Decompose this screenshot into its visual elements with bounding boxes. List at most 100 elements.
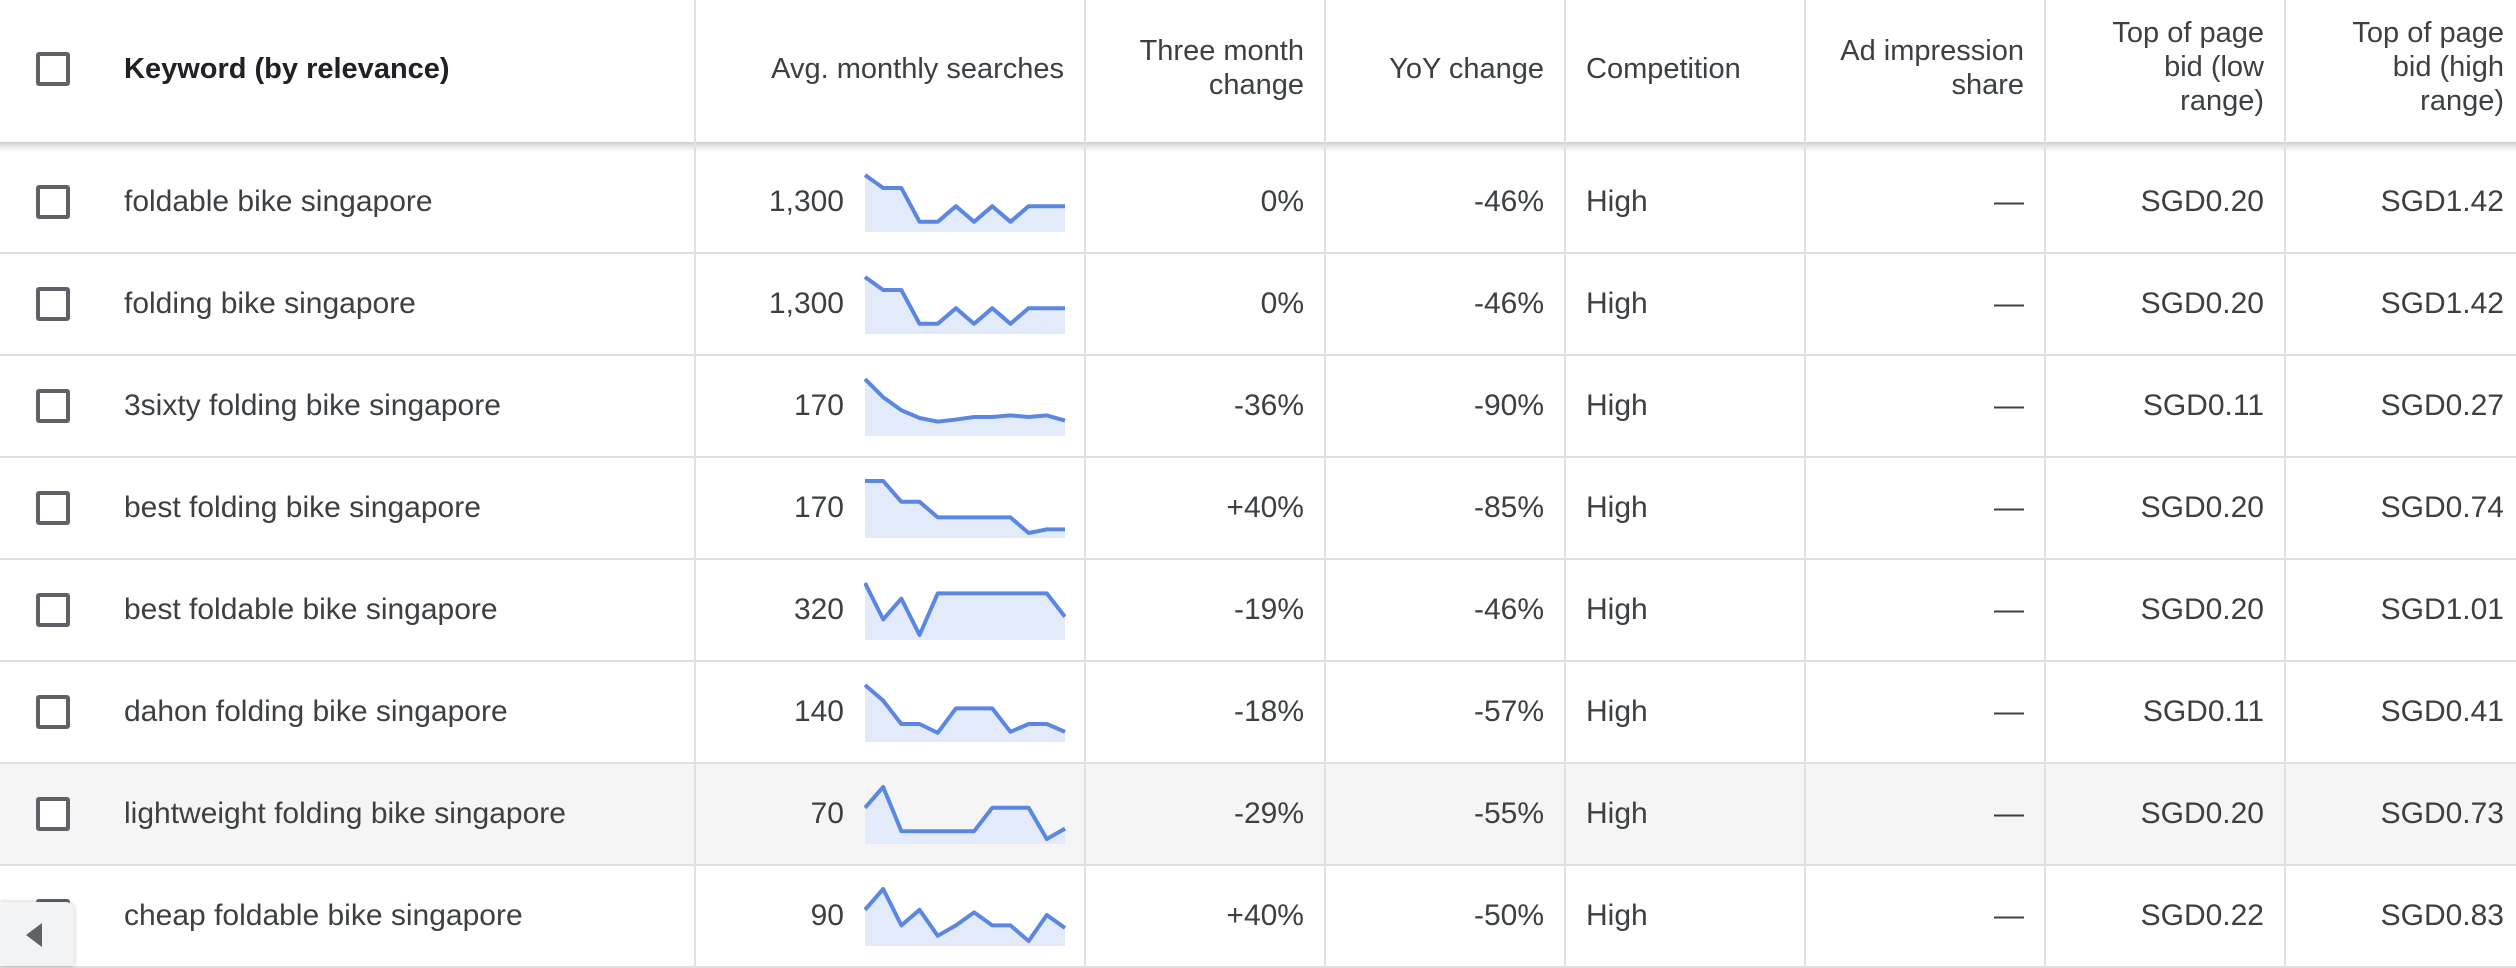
header-ad-impression-share[interactable]: Ad impression share bbox=[1810, 34, 2024, 102]
bid-low-cell: SGD0.11 bbox=[2142, 389, 2264, 422]
trend-sparkline[interactable] bbox=[864, 886, 1066, 948]
column-divider bbox=[1084, 0, 1086, 966]
bid-low-cell: SGD0.20 bbox=[2140, 185, 2264, 218]
header-bid-high[interactable]: Top of page bid (high range) bbox=[2290, 16, 2504, 118]
avg-searches-cell: 70 bbox=[810, 797, 844, 830]
bid-high-cell: SGD1.01 bbox=[2380, 593, 2504, 626]
sparkline-area bbox=[865, 787, 1065, 844]
three-month-change-cell: -18% bbox=[1233, 695, 1304, 728]
column-divider bbox=[2284, 0, 2286, 966]
bid-high-cell: SGD1.42 bbox=[2380, 287, 2504, 320]
table-row[interactable]: cheap foldable bike singapore 90 +40% -50% H… bbox=[0, 866, 2516, 968]
header-divider bbox=[0, 142, 2516, 152]
ad-impression-share-cell: — bbox=[1994, 389, 2024, 422]
competition-cell: High bbox=[1586, 695, 1648, 728]
three-month-change-cell: -29% bbox=[1233, 797, 1304, 830]
row-checkbox[interactable] bbox=[36, 389, 70, 423]
sparkline-area bbox=[865, 583, 1065, 640]
yoy-change-cell: -85% bbox=[1473, 491, 1544, 524]
trend-sparkline[interactable] bbox=[864, 784, 1066, 846]
scroll-left-button[interactable] bbox=[0, 902, 74, 966]
three-month-change-cell: +40% bbox=[1226, 491, 1304, 524]
sparkline-line bbox=[864, 683, 1066, 735]
header-bid-high-line2: bid (high bbox=[2392, 51, 2504, 83]
select-all-checkbox[interactable] bbox=[36, 52, 70, 86]
row-checkbox[interactable] bbox=[36, 797, 70, 831]
trend-sparkline[interactable] bbox=[864, 682, 1066, 744]
table-row[interactable]: dahon folding bike singapore 140 -18% -57% H… bbox=[0, 662, 2516, 764]
bid-low-cell: SGD0.20 bbox=[2140, 287, 2264, 320]
header-bid-low-line2: bid (low bbox=[2164, 51, 2264, 83]
table-row[interactable]: 3sixty folding bike singapore 170 -36% -90%… bbox=[0, 356, 2516, 458]
bid-low-cell: SGD0.20 bbox=[2140, 593, 2264, 626]
three-month-change-cell: 0% bbox=[1260, 185, 1304, 218]
yoy-change-cell: -46% bbox=[1473, 287, 1544, 320]
keyword-cell: best foldable bike singapore bbox=[124, 593, 498, 626]
keyword-cell: foldable bike singapore bbox=[124, 185, 433, 218]
ad-impression-share-cell: — bbox=[1994, 491, 2024, 524]
bid-high-cell: SGD1.42 bbox=[2380, 185, 2504, 218]
header-bid-low[interactable]: Top of page bid (low range) bbox=[2050, 16, 2264, 118]
header-bid-low-line1: Top of page bbox=[2112, 17, 2264, 49]
row-checkbox[interactable] bbox=[36, 287, 70, 321]
header-yoy-change[interactable]: YoY change bbox=[1389, 53, 1544, 85]
sparkline-line bbox=[864, 887, 1066, 943]
keyword-cell: folding bike singapore bbox=[124, 287, 416, 320]
trend-sparkline[interactable] bbox=[864, 478, 1066, 540]
column-divider bbox=[1324, 0, 1326, 966]
keyword-cell: best folding bike singapore bbox=[124, 491, 481, 524]
avg-searches-cell: 1,300 bbox=[768, 185, 844, 218]
column-divider bbox=[1564, 0, 1566, 966]
bid-low-cell: SGD0.11 bbox=[2142, 695, 2264, 728]
ad-impression-share-cell: — bbox=[1994, 695, 2024, 728]
sparkline-line bbox=[865, 479, 1065, 535]
header-three-month-line1: Three month bbox=[1139, 35, 1304, 67]
ad-impression-share-cell: — bbox=[1994, 185, 2024, 218]
yoy-change-cell: -55% bbox=[1473, 797, 1544, 830]
keyword-cell: lightweight folding bike singapore bbox=[124, 797, 566, 830]
bid-low-cell: SGD0.22 bbox=[2140, 899, 2264, 932]
table-row[interactable]: folding bike singapore 1,300 0% -46% High — SG… bbox=[0, 254, 2516, 356]
ad-impression-share-cell: — bbox=[1994, 797, 2024, 830]
header-bid-low-line3: range) bbox=[2180, 85, 2264, 117]
trend-sparkline[interactable] bbox=[864, 580, 1066, 642]
trend-sparkline[interactable] bbox=[864, 172, 1066, 234]
table-row[interactable]: foldable bike singapore 1,300 0% -46% High — S… bbox=[0, 152, 2516, 254]
column-divider bbox=[694, 0, 696, 966]
sparkline-area bbox=[865, 481, 1065, 538]
table-row[interactable]: best foldable bike singapore 320 -19% -46% H… bbox=[0, 560, 2516, 662]
three-month-change-cell: -36% bbox=[1233, 389, 1304, 422]
ad-impression-share-cell: — bbox=[1994, 287, 2024, 320]
bid-high-cell: SGD0.27 bbox=[2380, 389, 2504, 422]
header-avg-monthly-searches[interactable]: Avg. monthly searches bbox=[771, 53, 1064, 85]
yoy-change-cell: -50% bbox=[1473, 899, 1544, 932]
row-checkbox[interactable] bbox=[36, 491, 70, 525]
header-keyword[interactable]: Keyword (by relevance) bbox=[124, 53, 450, 85]
sparkline-line bbox=[864, 275, 1065, 326]
header-three-month-change[interactable]: Three month change bbox=[1090, 34, 1304, 102]
trend-sparkline[interactable] bbox=[864, 376, 1066, 438]
ad-impression-share-cell: — bbox=[1994, 899, 2024, 932]
avg-searches-cell: 140 bbox=[793, 695, 844, 728]
header-ad-share-line1: Ad impression bbox=[1840, 35, 2024, 67]
competition-cell: High bbox=[1586, 287, 1648, 320]
header-ad-share-line2: share bbox=[1951, 69, 2024, 101]
yoy-change-cell: -57% bbox=[1473, 695, 1544, 728]
row-checkbox[interactable] bbox=[36, 593, 70, 627]
header-three-month-line2: change bbox=[1208, 69, 1304, 101]
header-bid-high-line1: Top of page bbox=[2352, 17, 2504, 49]
sparkline-area bbox=[865, 379, 1065, 436]
table-row[interactable]: best folding bike singapore 170 +40% -85% Hi… bbox=[0, 458, 2516, 560]
avg-searches-cell: 320 bbox=[793, 593, 844, 626]
trend-sparkline[interactable] bbox=[864, 274, 1066, 336]
table-row[interactable]: lightweight folding bike singapore 70 -29%… bbox=[0, 764, 2516, 866]
sparkline-area bbox=[865, 277, 1065, 334]
header-competition[interactable]: Competition bbox=[1586, 53, 1741, 85]
competition-cell: High bbox=[1586, 899, 1648, 932]
three-month-change-cell: -19% bbox=[1233, 593, 1304, 626]
row-checkbox[interactable] bbox=[36, 185, 70, 219]
sparkline-area bbox=[865, 685, 1065, 742]
sparkline-line bbox=[864, 377, 1066, 424]
avg-searches-cell: 170 bbox=[793, 389, 844, 422]
row-checkbox[interactable] bbox=[36, 695, 70, 729]
